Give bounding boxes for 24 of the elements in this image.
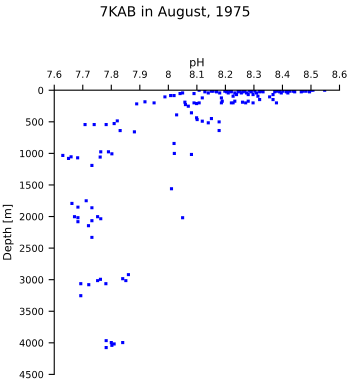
- x-tick-label: 8.1: [190, 70, 204, 78]
- y-tick-label: 3500: [20, 308, 44, 316]
- chart-title: 7KAB in August, 1975: [100, 6, 250, 20]
- y-tick-label: 2000: [20, 213, 44, 220]
- y-axis-title: Depth [m]: [2, 204, 14, 260]
- y-tick-label: 3000: [20, 276, 44, 284]
- x-tick-label: 8.2: [218, 70, 232, 78]
- x-axis-title: pH: [190, 58, 204, 69]
- x-tick-label: 8.5: [304, 70, 318, 78]
- y-tick-label: 4000: [20, 339, 44, 347]
- x-tick-label: 7.6: [47, 70, 62, 78]
- y-tick-label: 0: [38, 86, 44, 94]
- y-tick-label: 1500: [20, 181, 44, 189]
- x-tick-label: 7.9: [132, 70, 147, 78]
- x-tick-label: 8.6: [332, 70, 347, 78]
- x-tick-label: 8.4: [275, 70, 290, 78]
- y-tick-label: 1000: [20, 150, 44, 158]
- x-tick-label: 7.7: [76, 70, 90, 78]
- y-tick-label: 500: [26, 118, 44, 126]
- x-tick-label: 7.8: [104, 70, 118, 78]
- x-tick-label: 8: [166, 70, 171, 78]
- x-tick-label: 8.3: [246, 70, 261, 78]
- y-tick-label: 4500: [20, 370, 44, 378]
- y-tick-label: 2500: [20, 244, 44, 252]
